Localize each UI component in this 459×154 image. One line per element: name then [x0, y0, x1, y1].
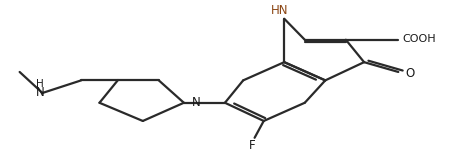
Text: N: N [36, 86, 45, 99]
Text: H: H [36, 79, 44, 89]
Text: COOH: COOH [403, 34, 437, 44]
Text: N: N [192, 96, 201, 109]
Text: O: O [405, 67, 414, 80]
Text: F: F [249, 139, 256, 152]
Text: HN: HN [271, 4, 288, 17]
